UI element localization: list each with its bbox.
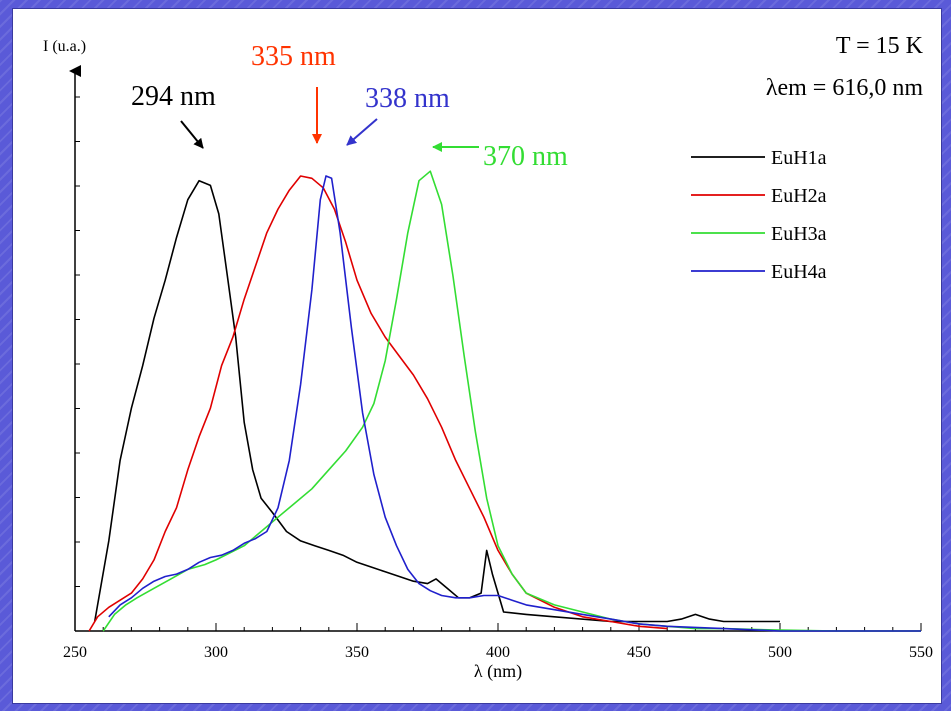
x-tick-label: 400 xyxy=(486,644,510,661)
peak-label: 370 nm xyxy=(483,141,568,172)
peak-arrow xyxy=(346,118,378,146)
x-tick-label: 350 xyxy=(345,644,369,661)
y-minor-ticks xyxy=(75,96,80,587)
x-tick-label: 500 xyxy=(768,644,792,661)
peak-label: 294 nm xyxy=(131,81,216,112)
legend-label: EuH4a xyxy=(771,261,827,283)
series-layer xyxy=(88,170,921,632)
chart-frame: 250 300 350 400 450 500 550 I (u.a.) λ (nm) T … xyxy=(12,8,942,704)
conditions-text: T = 15 K λem = 616,0 nm xyxy=(766,33,924,101)
peak-arrow xyxy=(180,120,204,149)
x-tick-label: 550 xyxy=(909,644,933,661)
x-tick-label: 300 xyxy=(204,644,228,661)
peak-label: 338 nm xyxy=(365,83,450,114)
peak-label: 335 nm xyxy=(251,41,336,72)
peak-annotations: 294 nm 335 nm 338 nm 370 nm xyxy=(131,41,568,172)
series-line-euh2a xyxy=(88,175,668,632)
legend-label: EuH2a xyxy=(771,185,827,207)
series-line-euh4a xyxy=(108,175,921,632)
chart-svg: 250 300 350 400 450 500 550 I (u.a.) λ (nm) T … xyxy=(43,33,933,682)
x-tick-label: 250 xyxy=(63,644,87,661)
legend-label: EuH1a xyxy=(771,147,827,169)
legend-label: EuH3a xyxy=(771,223,827,245)
temperature-label: T = 15 K xyxy=(836,33,924,59)
x-axis-label: λ (nm) xyxy=(474,661,522,682)
legend: EuH1a EuH2a EuH3a EuH4a xyxy=(691,147,827,283)
emission-wavelength-label: λem = 616,0 nm xyxy=(766,75,923,101)
y-axis-label: I (u.a.) xyxy=(43,38,86,55)
x-tick-label: 450 xyxy=(627,644,651,661)
series-line-euh1a xyxy=(93,179,780,623)
x-ticks: 250 300 350 400 450 500 550 xyxy=(63,623,933,661)
